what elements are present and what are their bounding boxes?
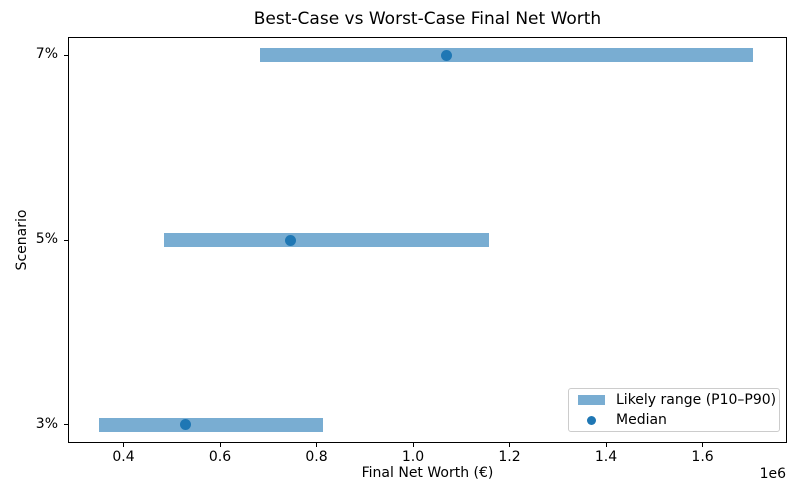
legend-label-range: Likely range (P10–P90) [616,391,777,408]
range-bar [99,417,323,432]
range-bar [259,48,754,63]
x-tick-mark [219,443,221,447]
legend-marker [578,394,605,405]
x-tick-label: 0.8 [305,449,328,465]
x-tick-label: 1.6 [691,449,714,465]
x-tick-mark [702,443,704,447]
y-tick-label: 3% [35,415,58,432]
y-tick-label: 5% [35,231,58,247]
y-tick-mark [64,424,68,426]
x-tick-label: 0.6 [208,449,232,465]
y-tick-mark [64,239,68,241]
chart-title: Best-Case vs Worst-Case Final Net Worth [253,9,602,29]
range-patch-icon [578,394,605,405]
x-tick-label: 1.2 [498,449,521,465]
x-tick-mark [122,443,124,447]
x-axis-label: Final Net Worth (€) [361,465,494,481]
median-dot [285,234,297,246]
legend-label-median: Median [616,412,667,429]
y-tick-label: 7% [35,46,58,63]
legend-marker [578,415,605,425]
x-tick-label: 1.0 [401,449,425,465]
x-tick-mark [316,443,317,447]
x-tick-mark [509,443,511,447]
range-bar [163,233,490,247]
median-dot [441,49,453,61]
median-dot [180,419,192,431]
x-tick-mark [605,443,607,447]
legend-item-range: Likely range (P10–P90) [569,391,779,409]
x-tick-label: 0.4 [112,449,135,465]
x-axis-offset-label: 1e6 [759,466,786,482]
legend-item-median: Median [569,412,779,430]
x-tick-mark [412,443,414,447]
y-tick-mark [64,54,68,56]
legend: Likely range (P10–P90) Median [568,388,780,432]
x-tick-label: 1.4 [594,449,618,465]
median-dot-icon [587,415,596,425]
